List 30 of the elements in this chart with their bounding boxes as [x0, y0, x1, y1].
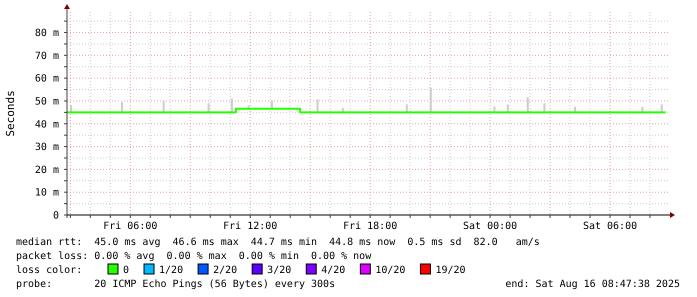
legend-label: 1/20 — [159, 265, 184, 276]
legend-label: 4/20 — [321, 265, 346, 276]
y-axis-title: Seconds — [4, 90, 17, 137]
y-tick-label: 70 m — [34, 50, 59, 62]
y-tick-label: 40 m — [34, 119, 59, 130]
legend-label: 2/20 — [213, 265, 238, 276]
y-tick-label: 50 m — [34, 96, 59, 108]
legend-label: 10/20 — [375, 265, 406, 276]
legend-title: loss color: — [16, 265, 82, 276]
bar — [316, 99, 319, 112]
y-tick-label: 10 m — [34, 188, 59, 199]
legend-label: 3/20 — [267, 265, 292, 276]
text: probe: 20 ICMP Echo Pings (56 Bytes) every 300s — [16, 279, 336, 290]
x-tick-label: Sat 00:00 — [463, 221, 518, 232]
x-tick-label: Fri 18:00 — [343, 221, 398, 232]
bar — [162, 100, 165, 112]
bar — [120, 102, 123, 112]
y-tick-label: 80 m — [34, 28, 59, 40]
legend-label: 19/20 — [435, 265, 466, 276]
y-tick-label: 60 m — [34, 74, 59, 85]
legend-label: 0 — [123, 265, 130, 276]
x-tick-label: Fri 12:00 — [223, 221, 278, 232]
y-tick-label: 20 m — [34, 164, 59, 176]
y-tick-label: 0 — [52, 210, 59, 222]
x-tick-label: Fri 06:00 — [103, 221, 158, 232]
text: packet loss: 0.00 % avg 0.00 % max 0.00 % min 0.00 % now — [16, 251, 372, 262]
text: end: Sat Aug 16 08:47:38 2025 — [505, 279, 680, 290]
y-tick-label: 30 m — [34, 142, 59, 154]
text: median rtt: 45.0 ms avg 46.6 ms max 44.7 ms min 44.8 ms now 0.5 ms sd 82.0 am/s — [16, 237, 540, 248]
x-tick-label: Sat 06:00 — [582, 221, 638, 232]
